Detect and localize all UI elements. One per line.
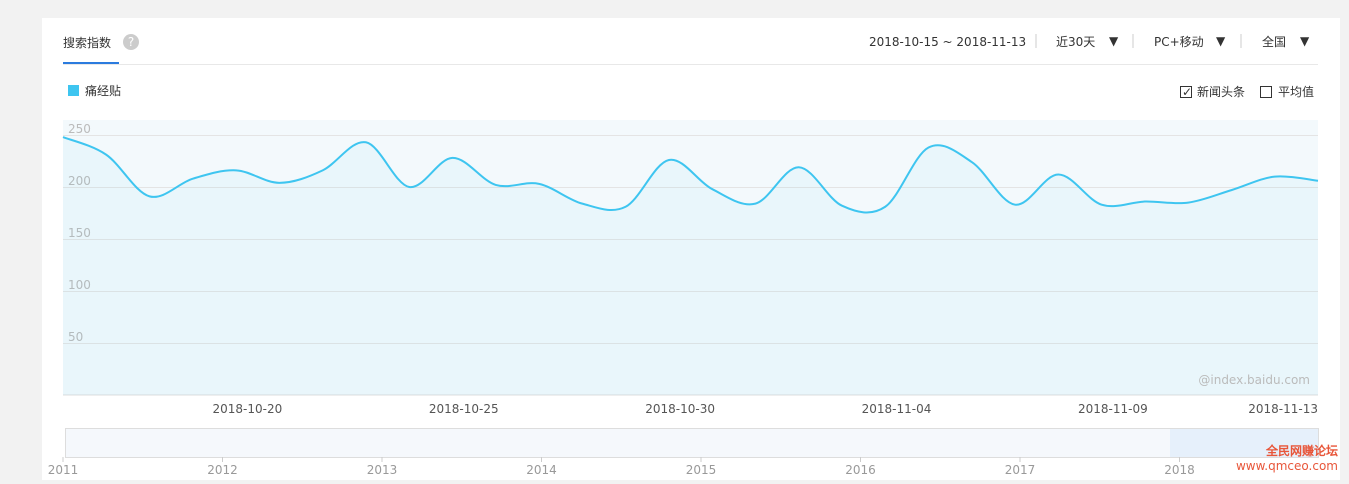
- y-tick-label: 200: [68, 174, 91, 188]
- y-tick-label: 100: [68, 278, 91, 292]
- date-range[interactable]: 2018-10-15 ~ 2018-11-13: [869, 35, 1026, 49]
- option-label[interactable]: 新闻头条: [1197, 84, 1245, 99]
- legend-swatch: [68, 85, 79, 96]
- help-mark: ?: [128, 35, 134, 49]
- overview-year: 2015: [686, 463, 717, 477]
- site-url: www.qmceo.com: [1236, 459, 1338, 473]
- line: [62, 136, 1319, 214]
- caret: ▼: [1300, 34, 1310, 48]
- caret: ▼: [1216, 34, 1226, 48]
- device-select[interactable]: PC+移动: [1154, 35, 1204, 49]
- overview-year: 2017: [1005, 463, 1036, 477]
- x-tick-label: 2018-10-30: [645, 402, 715, 416]
- x-tick-label: 2018-11-13: [1248, 402, 1318, 416]
- site-name: 全民网赚论坛: [1265, 443, 1338, 458]
- checkbox[interactable]: [1260, 86, 1272, 98]
- x-tick-label: 2018-10-25: [429, 402, 499, 416]
- separators: [1035, 34, 1242, 48]
- help-icon[interactable]: [123, 34, 139, 50]
- region-select[interactable]: 全国: [1262, 34, 1286, 49]
- x-tick-label: 2018-11-04: [862, 402, 932, 416]
- overview-year: 2012: [207, 463, 238, 477]
- y-tick-label: 250: [68, 122, 91, 136]
- y-tick-label: 50: [68, 330, 83, 344]
- tab-title[interactable]: 搜索指数: [63, 35, 111, 50]
- caret: ▼: [1109, 34, 1119, 48]
- overview-year: 2013: [367, 463, 398, 477]
- x-tick-label: 2018-10-20: [213, 402, 283, 416]
- period-select[interactable]: 近30天: [1056, 35, 1095, 49]
- overview-box[interactable]: [65, 428, 1319, 458]
- overview-year: 2011: [48, 463, 79, 477]
- y-tick-label: 150: [68, 226, 91, 240]
- option-label[interactable]: 平均值: [1278, 84, 1314, 99]
- x-tick-label: 2018-11-09: [1078, 402, 1148, 416]
- legend-label[interactable]: 痛经贴: [85, 83, 121, 98]
- checkbox[interactable]: [1180, 86, 1192, 98]
- overview-year: 2018: [1164, 463, 1195, 477]
- check: ✓: [1182, 85, 1192, 99]
- overview-year: 2014: [526, 463, 557, 477]
- area: [63, 137, 1318, 395]
- watermark: @index.baidu.com: [1198, 373, 1310, 387]
- overview-window[interactable]: [1170, 429, 1318, 457]
- overview-year: 2016: [845, 463, 876, 477]
- plot-bg: [63, 120, 1318, 395]
